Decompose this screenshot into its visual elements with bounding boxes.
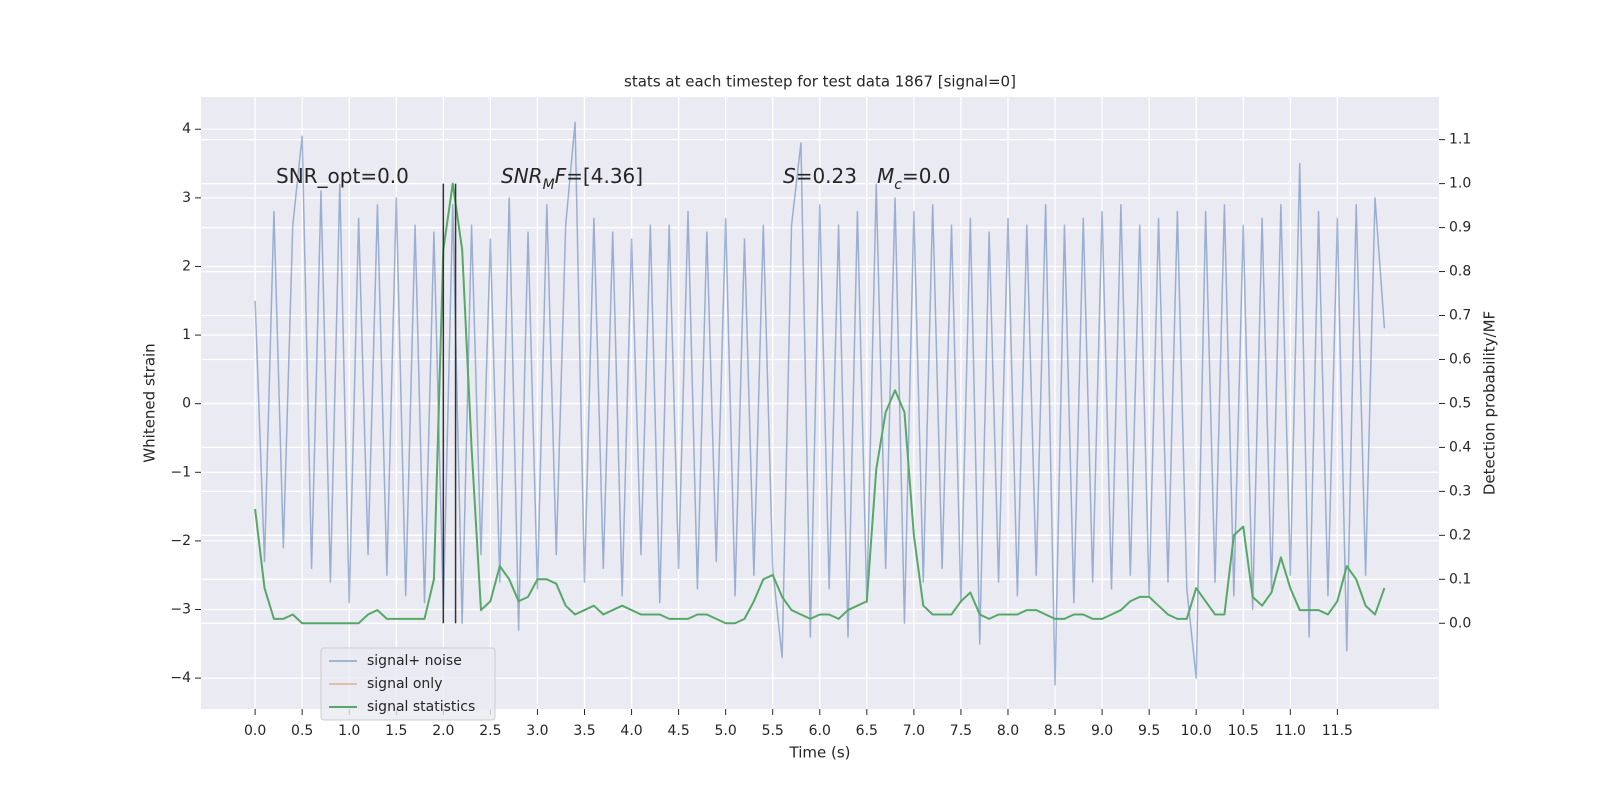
- y-tick-label: −3: [170, 602, 191, 618]
- y-tick-label: −1: [170, 464, 191, 480]
- annotation-part: M: [877, 164, 894, 188]
- x-tick-label: 2.0: [432, 723, 454, 739]
- y-tick-label: −4: [170, 670, 191, 686]
- x-tick-label: 3.5: [573, 723, 595, 739]
- y2-tick-label: 0.7: [1449, 308, 1471, 324]
- y2-tick-label: 1.1: [1449, 132, 1471, 148]
- y-tick-label: 4: [182, 121, 191, 137]
- y2-tick-label: 0.3: [1449, 483, 1471, 499]
- y-tick-label: 3: [182, 190, 191, 206]
- x-tick-label: 11.5: [1322, 723, 1353, 739]
- y2-tick-label: 0.0: [1449, 615, 1471, 631]
- annotation-part: =0.23: [796, 164, 857, 188]
- x-tick-label: 10.5: [1228, 723, 1259, 739]
- y-tick-label: 0: [182, 396, 191, 412]
- x-tick-label: 1.0: [338, 723, 360, 739]
- legend-label: signal+ noise: [367, 653, 462, 669]
- x-tick-label: 3.0: [526, 723, 548, 739]
- annotation-part: =[4.36]: [566, 164, 643, 188]
- annotation-part: F: [555, 164, 567, 188]
- annotation-part: c: [894, 177, 902, 193]
- annotation-part: SNR_opt=0.0: [276, 164, 409, 188]
- x-tick-label: 9.0: [1091, 723, 1113, 739]
- x-tick-label: 5.5: [762, 723, 784, 739]
- annotation: S=0.23: [783, 164, 857, 188]
- annotation: SNRMF=[4.36]: [501, 164, 643, 194]
- x-tick-label: 8.5: [1044, 723, 1066, 739]
- x-tick-label: 0.5: [291, 723, 313, 739]
- y2-tick-label: 0.9: [1449, 220, 1471, 236]
- y2-tick-label: 0.2: [1449, 527, 1471, 543]
- x-tick-label: 5.0: [715, 723, 737, 739]
- chart-title: stats at each timestep for test data 186…: [624, 73, 1016, 91]
- y-tick-label: 2: [182, 258, 191, 274]
- x-tick-label: 0.0: [244, 723, 266, 739]
- x-tick-label: 1.5: [385, 723, 407, 739]
- y2-tick-label: 0.4: [1449, 439, 1471, 455]
- y2-tick-label: 1.0: [1449, 176, 1471, 192]
- y2-axis-label: Detection probability/MF: [1481, 311, 1499, 495]
- annotation: SNR_opt=0.0: [276, 164, 409, 188]
- legend-label: signal statistics: [367, 699, 475, 715]
- y2-tick-label: 0.8: [1449, 264, 1471, 280]
- y2-tick-label: 0.5: [1449, 395, 1471, 411]
- annotation-part: S: [783, 164, 796, 188]
- legend-box: [320, 647, 496, 721]
- x-tick-label: 9.5: [1138, 723, 1160, 739]
- x-tick-label: 7.0: [903, 723, 925, 739]
- annotation-part: M: [543, 177, 555, 193]
- y-tick-label: 1: [182, 327, 191, 343]
- x-tick-label: 4.0: [620, 723, 642, 739]
- y2-tick-label: 0.1: [1449, 571, 1471, 587]
- annotation-part: =0.0: [902, 164, 951, 188]
- x-tick-label: 10.0: [1181, 723, 1212, 739]
- x-axis-label: Time (s): [789, 744, 851, 762]
- x-tick-label: 6.5: [856, 723, 878, 739]
- legend-label: signal only: [367, 676, 442, 692]
- y-axis-label: Whitened strain: [141, 343, 159, 462]
- y-tick-label: −2: [170, 533, 191, 549]
- annotation: Mc=0.0: [877, 164, 951, 194]
- x-tick-label: 4.5: [667, 723, 689, 739]
- x-tick-label: 11.0: [1275, 723, 1306, 739]
- x-tick-label: 2.5: [479, 723, 501, 739]
- x-tick-label: 7.5: [950, 723, 972, 739]
- y2-tick-label: 0.6: [1449, 351, 1471, 367]
- x-tick-label: 6.0: [809, 723, 831, 739]
- annotation-part: SNR: [501, 164, 543, 188]
- x-tick-label: 8.0: [997, 723, 1019, 739]
